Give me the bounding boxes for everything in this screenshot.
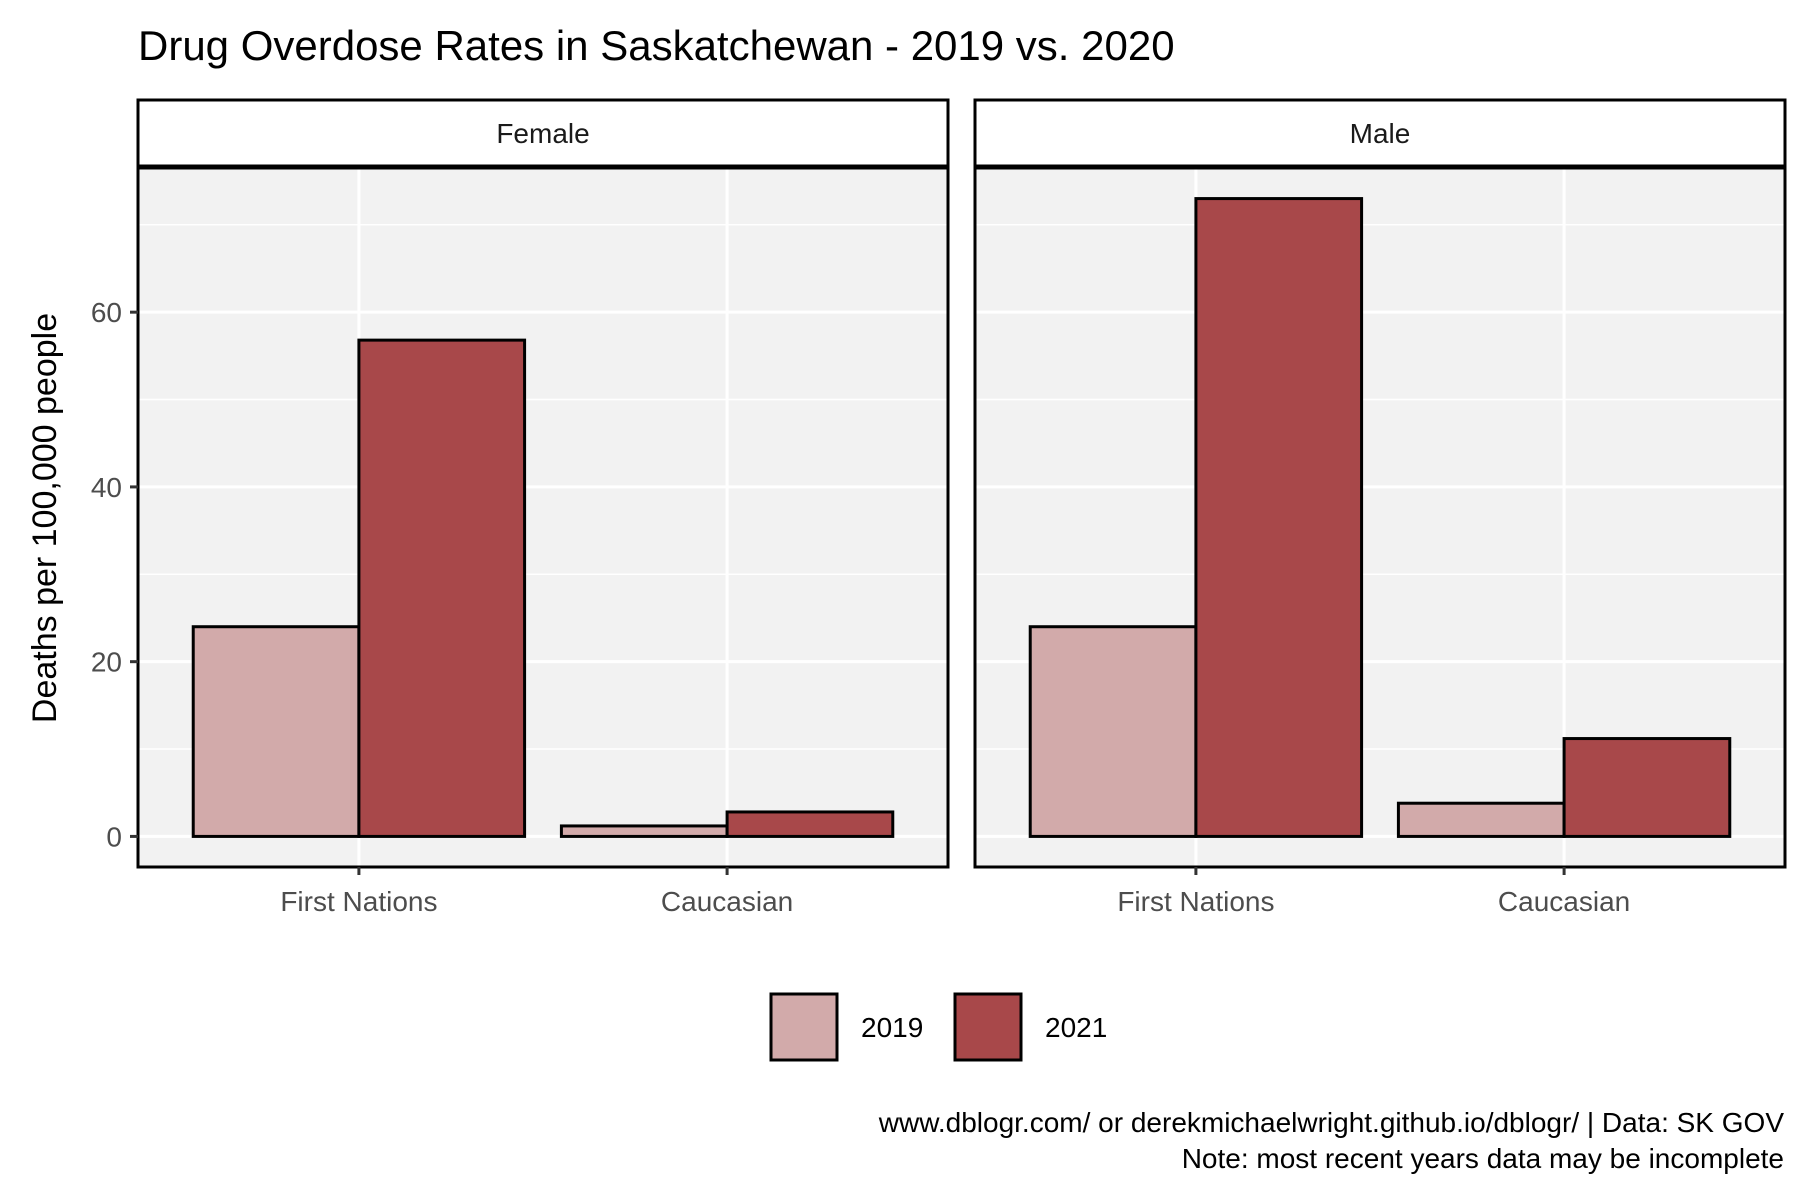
panel-female: Female First Nations Caucasian 0 20 40 60 xyxy=(91,98,950,917)
bar-2019-first-nations xyxy=(1028,625,1198,838)
y-tick-label: 60 xyxy=(91,297,122,328)
chart-title: Drug Overdose Rates in Saskatchewan - 20… xyxy=(138,22,1175,69)
strip-label: Male xyxy=(1350,118,1411,149)
facet-panels: Female First Nations Caucasian 0 20 40 60 Male F… xyxy=(91,98,1787,917)
bar-2021-caucasian xyxy=(1562,737,1732,838)
legend-label-2021: 2021 xyxy=(1045,1012,1107,1043)
panel-border xyxy=(136,166,950,869)
legend-label-2019: 2019 xyxy=(861,1012,923,1043)
y-tick-label: 20 xyxy=(91,647,122,678)
strip-female xyxy=(136,98,950,168)
strip-male xyxy=(973,98,1787,168)
bar-2021-first-nations xyxy=(1194,197,1364,838)
legend: 2019 2021 xyxy=(769,992,1107,1062)
legend-key-2021 xyxy=(953,992,1023,1062)
panel-border xyxy=(973,166,1787,869)
panel-male: Male First Nations Caucasian xyxy=(973,98,1787,917)
x-tick-label: First Nations xyxy=(280,886,437,917)
legend-key-2019 xyxy=(769,992,839,1062)
y-tick-label: 0 xyxy=(106,821,122,852)
x-tick-label: Caucasian xyxy=(661,886,793,917)
x-tick-label: Caucasian xyxy=(1498,886,1630,917)
bar-2021-first-nations xyxy=(357,338,527,838)
bar-2019-caucasian xyxy=(1396,801,1566,838)
strip-label: Female xyxy=(496,118,589,149)
bar-2019-first-nations xyxy=(191,625,361,838)
caption-line-1: www.dblogr.com/ or derekmichaelwright.gi… xyxy=(878,1107,1785,1138)
x-tick-label: First Nations xyxy=(1117,886,1274,917)
bar-2021-caucasian xyxy=(725,810,895,838)
y-axis-title: Deaths per 100,000 people xyxy=(26,313,64,723)
y-tick-label: 40 xyxy=(91,472,122,503)
bar-2019-caucasian xyxy=(559,824,729,838)
caption-line-2: Note: most recent years data may be inco… xyxy=(1182,1143,1784,1174)
